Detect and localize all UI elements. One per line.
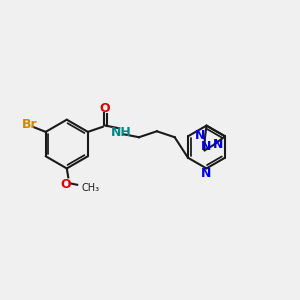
Text: Br: Br <box>22 118 37 131</box>
Text: N: N <box>201 167 212 180</box>
Text: N: N <box>195 129 206 142</box>
Text: N: N <box>201 140 211 153</box>
Text: N: N <box>212 138 223 151</box>
Text: O: O <box>60 178 70 191</box>
Text: NH: NH <box>111 126 131 139</box>
Text: O: O <box>100 103 110 116</box>
Text: CH₃: CH₃ <box>82 183 100 193</box>
